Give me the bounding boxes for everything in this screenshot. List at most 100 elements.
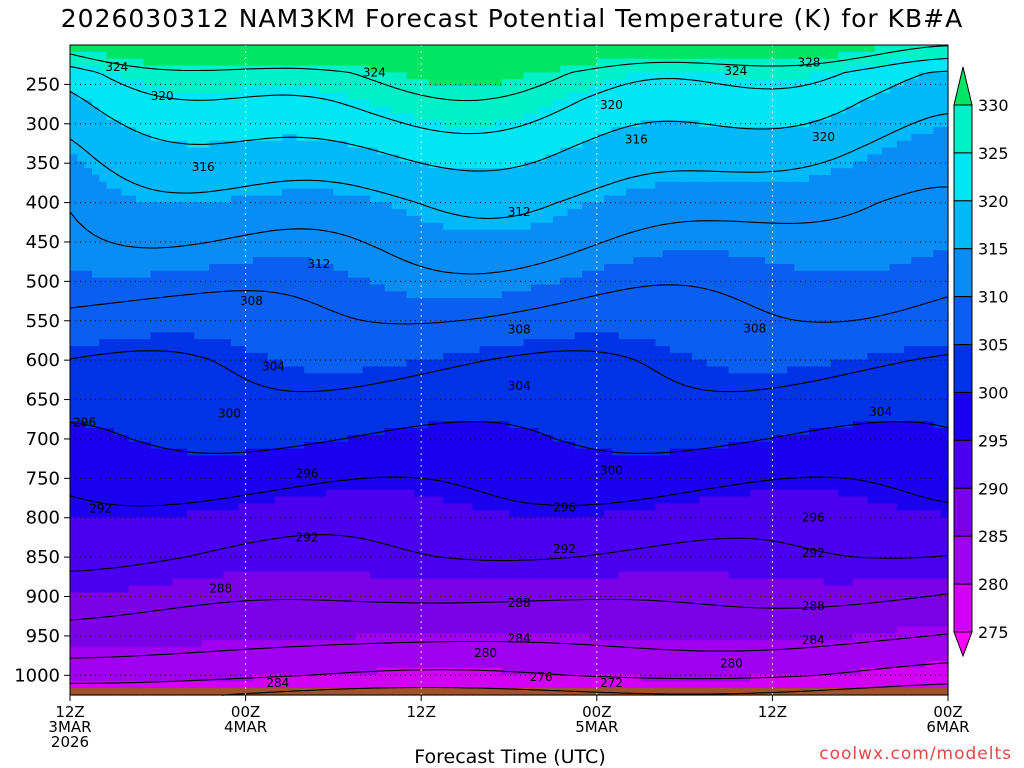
y-tick-label: 650 xyxy=(26,390,60,411)
contour-label: 328 xyxy=(798,55,821,69)
contour-label: 304 xyxy=(869,405,892,419)
colorbar: 275 280 285 290 295 300 305 310 315 320 325 330 xyxy=(953,66,1009,658)
colorbar-swatch xyxy=(953,248,973,298)
contour-label: 324 xyxy=(105,60,128,74)
y-tick-label: 850 xyxy=(26,547,60,568)
contour-line xyxy=(69,633,949,659)
colorbar-label: 330 xyxy=(978,96,1009,115)
contour-label: 304 xyxy=(262,359,285,373)
y-tick-label: 300 xyxy=(26,114,60,135)
x-tick-label: 6MAR xyxy=(926,718,969,736)
contour-label: 316 xyxy=(625,133,648,147)
colorbar-swatch xyxy=(953,344,973,393)
contour-line xyxy=(69,186,949,275)
y-tick-label: 450 xyxy=(26,232,60,253)
colorbar-label: 290 xyxy=(978,479,1009,498)
x-tick-label: 12Z xyxy=(55,703,84,721)
colorbar-label: 320 xyxy=(978,192,1009,211)
contour-label: 292 xyxy=(89,501,112,515)
colorbar-top-arrow xyxy=(953,66,973,106)
colorbar-swatch xyxy=(953,104,973,154)
colorbar-swatch xyxy=(953,535,973,585)
terrain-strip xyxy=(70,688,948,695)
contour-label: 300 xyxy=(218,407,241,421)
contour-line xyxy=(69,57,949,135)
y-tick-label: 400 xyxy=(26,193,60,214)
contour-label: 308 xyxy=(508,322,531,336)
contour-line xyxy=(70,662,949,684)
x-tick-label: 00Z xyxy=(933,703,962,721)
contour-line xyxy=(69,113,949,219)
x-tick-label: 12Z xyxy=(758,703,787,721)
contour-label: 280 xyxy=(474,646,497,660)
contour-line xyxy=(69,70,949,172)
contour-label: 296 xyxy=(73,415,96,429)
y-tick-label: 900 xyxy=(26,587,60,608)
y-tick-label: 800 xyxy=(26,508,60,529)
contour-label: 296 xyxy=(553,500,576,514)
contour-label: 300 xyxy=(600,463,623,477)
contour-label: 324 xyxy=(724,64,747,78)
colorbar-swatch xyxy=(953,487,973,537)
colorbar-label: 275 xyxy=(978,623,1009,642)
colorbar-swatch xyxy=(953,391,973,441)
contour-label: 320 xyxy=(600,98,623,112)
chart-title: 2026030312 NAM3KM Forecast Potential Tem… xyxy=(60,4,964,33)
contour-label: 324 xyxy=(363,66,386,80)
contour-label: 288 xyxy=(209,582,232,596)
contour-label: 284 xyxy=(508,631,531,645)
contour-label: 280 xyxy=(720,656,743,670)
x-tick-label: 4MAR xyxy=(224,718,267,736)
colorbar-swatch xyxy=(953,583,973,633)
contour-line xyxy=(69,421,949,454)
contour-label: 292 xyxy=(802,546,825,560)
contour-line xyxy=(69,284,949,325)
x-tick-label: 00Z xyxy=(231,703,260,721)
contour-label: 288 xyxy=(508,596,531,610)
plot-border xyxy=(69,44,949,696)
colorbar-label: 325 xyxy=(978,144,1009,163)
colorbar-label: 305 xyxy=(978,336,1009,355)
contour-label: 288 xyxy=(802,599,825,613)
contour-label: 320 xyxy=(812,130,835,144)
y-tick-label: 750 xyxy=(26,468,60,489)
colorbar-label: 280 xyxy=(978,575,1009,594)
colorbar-label: 310 xyxy=(978,288,1009,307)
colorbar-swatch xyxy=(953,296,973,346)
colorbar-bottom-arrow xyxy=(953,631,973,658)
contour-label: 284 xyxy=(266,676,289,690)
contour-labels: 324 324 324 328 320 320 320 316 316 312 312 308 308 3… xyxy=(73,55,892,690)
contour-label: 272 xyxy=(600,676,623,690)
y-tick-label: 1000 xyxy=(14,665,60,686)
contour-line xyxy=(69,534,949,572)
contour-lines xyxy=(69,45,949,696)
colorbar-swatch xyxy=(953,439,973,489)
colorbar-label: 295 xyxy=(978,431,1009,450)
contour-line xyxy=(221,683,949,696)
y-tick-label: 700 xyxy=(26,429,60,450)
contour-label: 296 xyxy=(296,467,319,481)
contour-label: 296 xyxy=(802,511,825,525)
colorbar-swatch xyxy=(953,200,973,250)
contour-label: 292 xyxy=(553,542,576,556)
contour-line xyxy=(69,350,949,393)
contour-label: 312 xyxy=(508,205,531,219)
colorbar-label: 285 xyxy=(978,527,1009,546)
y-tick-label: 950 xyxy=(26,626,60,647)
y-tick-label: 500 xyxy=(26,271,60,292)
contour-label: 312 xyxy=(307,257,330,271)
contour-fill xyxy=(70,45,949,696)
contour-line xyxy=(69,45,949,102)
contour-line xyxy=(69,593,949,621)
contour-label: 308 xyxy=(240,294,263,308)
contour-label: 316 xyxy=(192,160,215,174)
y-axis: 250 300 350 400 450 500 550 600 650 700 750 800 850 9… xyxy=(14,74,70,686)
contour-label: 292 xyxy=(296,530,319,544)
x-tick-label: 2026 xyxy=(51,733,89,751)
contour-label: 304 xyxy=(508,379,531,393)
contour-label: 284 xyxy=(802,633,825,647)
x-axis-label: Forecast Time (UTC) xyxy=(414,746,606,768)
x-tick-label: 12Z xyxy=(407,703,436,721)
contour-label: 320 xyxy=(151,89,174,103)
